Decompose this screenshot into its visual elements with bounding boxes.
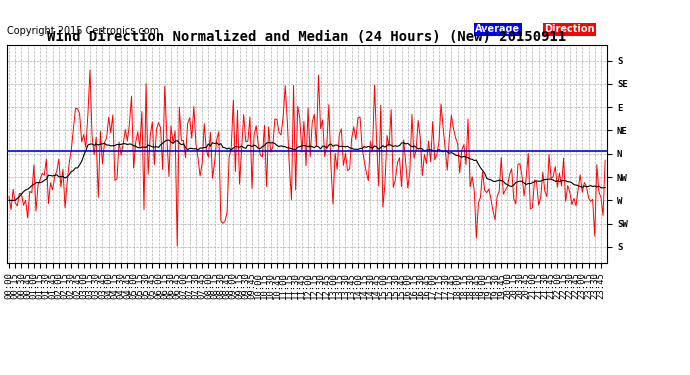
Text: Average: Average xyxy=(475,24,520,34)
Text: Copyright 2015 Certronics.com: Copyright 2015 Certronics.com xyxy=(7,26,159,36)
Title: Wind Direction Normalized and Median (24 Hours) (New) 20150911: Wind Direction Normalized and Median (24… xyxy=(48,30,566,44)
Text: Direction: Direction xyxy=(544,24,595,34)
